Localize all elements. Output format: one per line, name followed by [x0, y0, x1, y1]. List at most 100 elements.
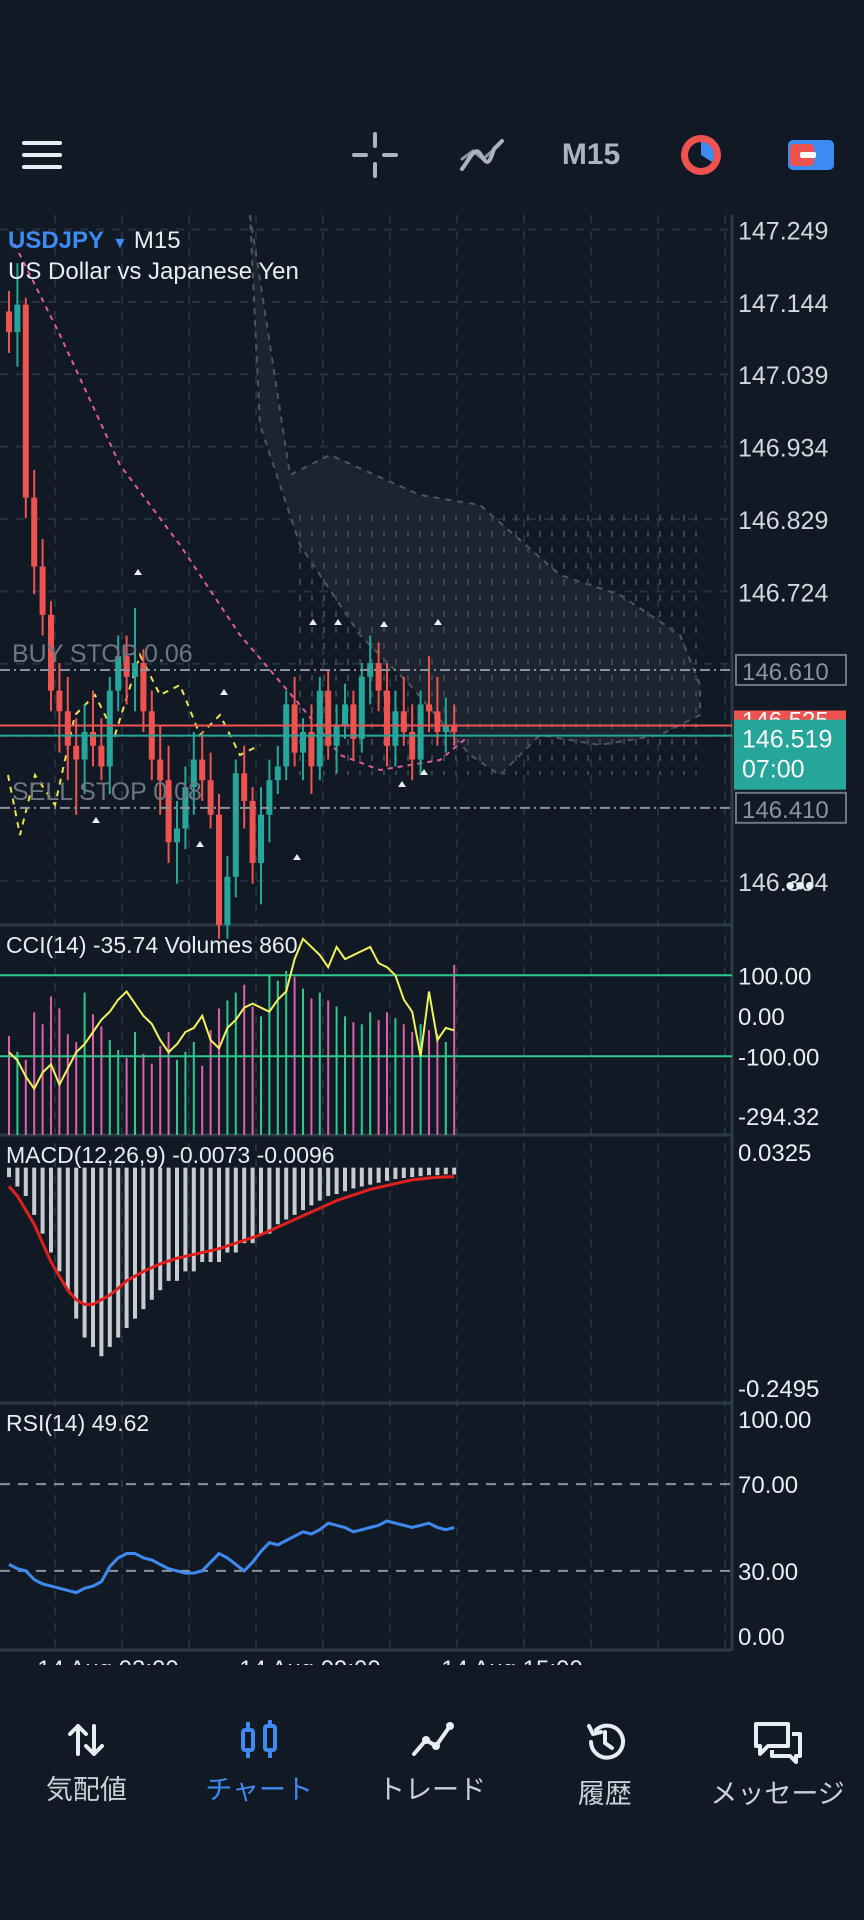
fractal-marker: [334, 619, 342, 625]
nav-quotes-label: 気配値: [45, 1775, 127, 1806]
candle-body: [174, 828, 180, 843]
candle-body: [64, 711, 71, 746]
buy-stop-price-box: [735, 653, 847, 686]
candle-body: [48, 614, 54, 691]
candle-body: [90, 731, 96, 746]
candle-body: [358, 676, 365, 739]
candle-body: [115, 656, 122, 691]
chart-canvas[interactable]: 147.249 147.144 147.039 146.934 146.829 146.7…: [0, 214, 864, 1683]
buy-stop-label: BUY STOP 0.06: [12, 640, 193, 668]
candle-body: [140, 663, 147, 712]
symbol-code[interactable]: USDJPY: [8, 227, 104, 254]
fractal-marker: [398, 781, 406, 787]
candle-body: [31, 497, 38, 567]
candle-body: [300, 731, 306, 753]
price-tick-label: 147.249: [738, 217, 828, 245]
rsi-level-label: 70.00: [738, 1472, 798, 1499]
fractal-marker: [92, 817, 100, 823]
symbol-timeframe: M15: [134, 227, 181, 254]
symbol-header: USDJPY ▼ M15: [8, 227, 181, 254]
fractal-marker: [309, 619, 317, 625]
cci-line: [8, 937, 455, 1091]
fractal-marker: [434, 619, 442, 625]
candle-body: [106, 690, 113, 767]
trade-icon: [411, 1722, 454, 1756]
menu-button[interactable]: [12, 110, 72, 200]
symbol-dropdown-icon[interactable]: ▼: [112, 235, 128, 252]
cci-level-label: 100.00: [738, 963, 811, 990]
bid-price-box: [734, 719, 846, 790]
fractal-marker: [134, 569, 142, 575]
chart-area[interactable]: 147.249 147.144 147.039 146.934 146.829 146.7…: [0, 214, 864, 1683]
candle-body: [291, 704, 298, 753]
candle-body: [232, 773, 239, 877]
candle-body: [258, 814, 264, 863]
nav-trade[interactable]: トレード: [346, 1690, 519, 1830]
bid-price: 146.519: [742, 726, 832, 754]
menu-icon: [22, 141, 62, 169]
candle-body: [325, 690, 332, 746]
nav-quotes[interactable]: 気配値: [0, 1690, 173, 1830]
rsi-panel-label: RSI(14) 49.62: [6, 1410, 149, 1436]
candle-body: [241, 773, 248, 801]
price-tick-label: 147.039: [738, 362, 828, 390]
bar-countdown: 07:00: [742, 756, 805, 784]
candle-body: [6, 311, 12, 333]
price-tick-label: 146.934: [738, 435, 828, 463]
candle-body: [249, 800, 256, 863]
candle-body: [224, 876, 231, 925]
nav-messages-label: メッセージ: [710, 1779, 845, 1810]
candle-body: [400, 711, 407, 732]
moving-average-line: [9, 234, 471, 772]
fractal-marker: [380, 621, 388, 627]
macd-signal-line: [7, 1175, 455, 1306]
nav-history[interactable]: 履歴: [518, 1690, 691, 1830]
candle-body: [56, 690, 63, 712]
candle-body: [350, 704, 357, 739]
cci-panel-label: CCI(14) -35.74 Volumes 860: [6, 932, 298, 958]
buy-stop-price: 146.610: [742, 659, 829, 686]
fractal-marker: [196, 841, 204, 847]
candle-body: [392, 711, 399, 746]
signal-line: [7, 652, 261, 836]
candle-body: [81, 731, 88, 760]
price-tick-label: 146.304: [738, 869, 828, 897]
rsi-level-label: 100.00: [738, 1407, 811, 1434]
quotes-icon: [68, 1724, 105, 1756]
timeframe-button[interactable]: M15: [545, 110, 637, 200]
rsi-line: [8, 1519, 455, 1595]
crosshair-button[interactable]: [345, 110, 405, 200]
symbol-description: US Dollar vs Japanese Yen: [8, 258, 299, 285]
candle-body: [409, 731, 416, 760]
more-options-icon[interactable]: •••: [785, 870, 814, 901]
indicators-icon: [460, 139, 504, 171]
candle-body: [426, 704, 432, 712]
candle-body: [367, 663, 374, 677]
price-tick-label: 147.144: [738, 290, 828, 318]
one-click-trading-icon: [788, 140, 834, 170]
cci-level-label: -100.00: [738, 1044, 819, 1071]
price-tick-label: 146.829: [738, 507, 828, 535]
nav-history-label: 履歴: [577, 1779, 632, 1810]
candle-body: [274, 766, 281, 781]
messages-icon: [753, 1722, 802, 1764]
macd-panel-label: MACD(12,26,9) -0.0073 -0.0096: [6, 1142, 335, 1168]
timer-button[interactable]: [676, 110, 726, 200]
indicators-button[interactable]: [452, 110, 512, 200]
candle-body: [375, 663, 382, 691]
nav-chart[interactable]: チャート: [173, 1690, 346, 1830]
candle-body: [157, 759, 164, 781]
bottom-navigation: 気配値 チャート トレード 履歴 メッセー: [0, 1690, 864, 1830]
candle-body: [451, 725, 458, 732]
price-tick-label: 146.724: [738, 579, 828, 607]
candle-body: [39, 566, 46, 615]
candle-body: [199, 759, 206, 781]
candle-body: [165, 780, 172, 843]
candle-body: [98, 745, 105, 767]
one-click-trading-button[interactable]: [783, 110, 839, 200]
macd-level-label: 0.0325: [738, 1140, 811, 1167]
macd-level-label: -0.2495: [738, 1376, 819, 1403]
nav-trade-label: トレード: [377, 1775, 486, 1806]
nav-messages[interactable]: メッセージ: [691, 1690, 864, 1830]
history-icon: [586, 1723, 625, 1760]
